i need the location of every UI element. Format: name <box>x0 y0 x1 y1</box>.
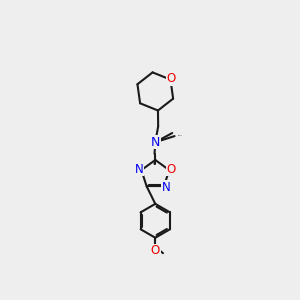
Text: O: O <box>151 244 160 257</box>
Text: O: O <box>167 72 176 85</box>
Text: N: N <box>151 136 160 149</box>
Text: methyl: methyl <box>178 135 183 136</box>
Text: N: N <box>135 163 143 176</box>
Text: O: O <box>166 163 176 176</box>
Text: N: N <box>162 181 171 194</box>
